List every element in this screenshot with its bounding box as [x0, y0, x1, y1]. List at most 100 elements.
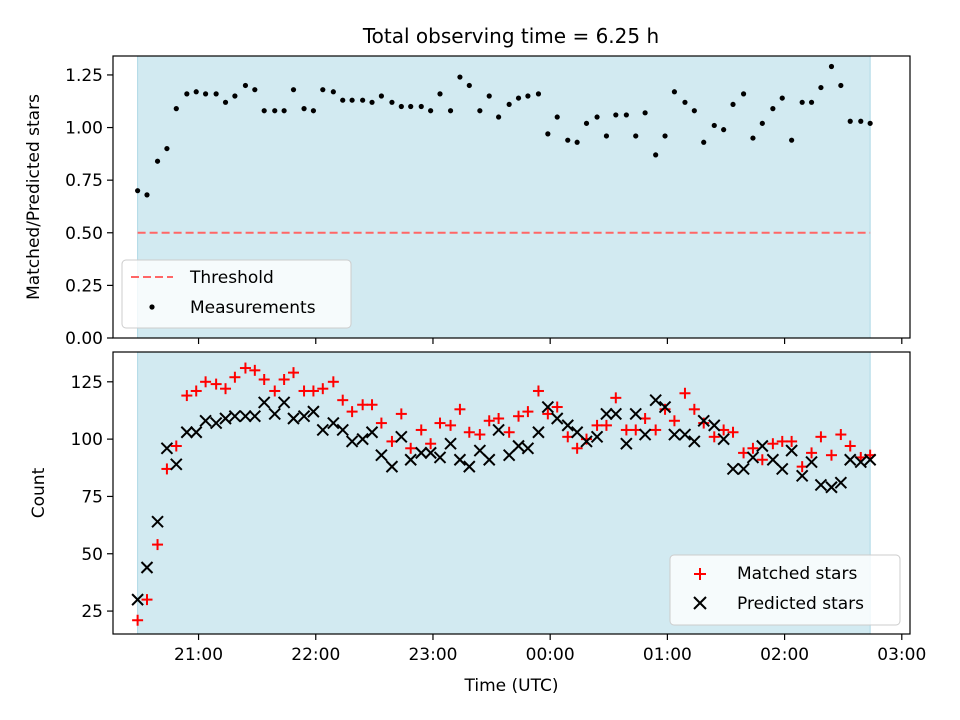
predicted-star-point	[140, 561, 154, 574]
matched-star-point	[298, 385, 310, 397]
predicted-star-point	[463, 460, 476, 473]
x-tick-label: 03:00	[877, 645, 926, 665]
predicted-star-point	[404, 453, 417, 466]
predicted-star-point	[297, 409, 311, 423]
matched-star-point	[522, 406, 534, 418]
measurement-point	[369, 99, 375, 105]
matched-star-point	[815, 431, 827, 443]
measurement-point	[770, 106, 776, 112]
matched-star-point	[425, 438, 437, 450]
measurement-point	[193, 89, 199, 95]
predicted-star-point	[209, 416, 223, 430]
matched-star-point	[287, 367, 299, 379]
measurement-point	[281, 108, 287, 114]
y-tick-label: 1.00	[65, 119, 103, 139]
predicted-star-point	[268, 407, 281, 421]
measurement-point	[252, 87, 258, 93]
legend-predicted-label: Predicted stars	[737, 594, 864, 614]
matched-star-point	[415, 424, 427, 436]
predicted-star-point	[658, 400, 672, 414]
measurement-point	[711, 122, 717, 129]
y-tick-label: 25	[81, 602, 103, 622]
predicted-star-point	[365, 426, 379, 439]
axes-frame	[112, 55, 911, 339]
matched-star-point	[679, 387, 691, 399]
matched-star-point	[346, 406, 358, 418]
measurement-point	[691, 108, 697, 114]
measurement-point	[701, 139, 707, 145]
matched-star-point	[317, 383, 329, 395]
y-tick-label: 0.50	[65, 224, 103, 244]
measurement-point	[310, 108, 317, 114]
matched-star-point	[493, 412, 505, 424]
matched-star-point	[844, 440, 856, 452]
matched-star-point	[249, 364, 261, 376]
predicted-star-point	[570, 426, 584, 439]
matched-star-point	[688, 403, 700, 415]
predicted-star-point	[609, 407, 623, 421]
x-axis-label: Time (UTC)	[464, 676, 559, 696]
predicted-star-point	[257, 396, 271, 409]
predicted-star-point	[638, 428, 652, 441]
measurement-point	[408, 103, 414, 110]
predicted-star-point	[561, 419, 574, 432]
y-tick-label: 0.75	[65, 171, 103, 191]
predicted-star-point	[600, 407, 613, 421]
measurement-point	[525, 93, 531, 99]
y-axis-label: Matched/Predicted stars	[24, 94, 44, 300]
y-tick-label: 75	[81, 487, 103, 507]
predicted-star-point	[228, 409, 242, 423]
predicted-star-point	[697, 414, 710, 427]
measurement-point	[184, 91, 190, 97]
matched-star-point	[463, 426, 475, 438]
matched-star-point	[650, 424, 662, 436]
measurement-point	[213, 91, 219, 97]
predicted-star-point	[307, 405, 320, 418]
measurement-point	[360, 97, 366, 103]
legend-top: Threshold Measurements	[121, 259, 352, 329]
matched-star-point	[610, 392, 622, 404]
measurement-point	[535, 91, 542, 97]
axes-frame	[112, 351, 911, 635]
predicted-star-point	[814, 478, 828, 492]
measurement-point	[653, 152, 659, 158]
matched-star-point	[668, 415, 680, 427]
measurement-point	[682, 99, 688, 105]
measurement-point	[135, 188, 141, 194]
predicted-star-point	[766, 453, 780, 466]
measurement-point	[730, 101, 736, 108]
matched-star-point	[727, 426, 739, 438]
y-tick-label: 0.00	[65, 329, 103, 349]
measurement-point	[349, 97, 355, 103]
predicted-star-point	[160, 442, 174, 455]
chart-title: Total observing time = 6.25 h	[362, 24, 659, 48]
legend-matched-label: Matched stars	[737, 564, 857, 584]
measurement-point	[486, 93, 492, 99]
legend-threshold-label: Threshold	[189, 268, 274, 288]
predicted-star-point	[170, 458, 183, 471]
matched-star-point	[395, 408, 407, 420]
predicted-star-point	[521, 442, 535, 455]
measurement-point	[261, 108, 267, 114]
measurement-point	[828, 63, 835, 70]
x-tick-label: 01:00	[643, 645, 692, 665]
matched-star-point	[825, 449, 837, 461]
matched-star-point	[600, 419, 612, 431]
measurement-point	[301, 106, 307, 112]
measurement-point	[662, 133, 668, 139]
matched-star-point	[152, 539, 164, 551]
matched-star-point	[434, 417, 446, 429]
matched-star-point	[190, 385, 202, 397]
matched-star-point	[474, 429, 486, 441]
measurement-point	[144, 192, 150, 198]
matched-star-point	[747, 442, 759, 454]
predicted-star-point	[131, 593, 144, 606]
measurement-point	[290, 87, 297, 93]
matched-star-point	[220, 383, 232, 395]
matched-star-point	[210, 378, 222, 390]
predicted-star-point	[854, 455, 867, 469]
measurement-point	[642, 110, 648, 116]
measurement-point	[750, 135, 756, 141]
predicted-star-point	[424, 446, 437, 460]
